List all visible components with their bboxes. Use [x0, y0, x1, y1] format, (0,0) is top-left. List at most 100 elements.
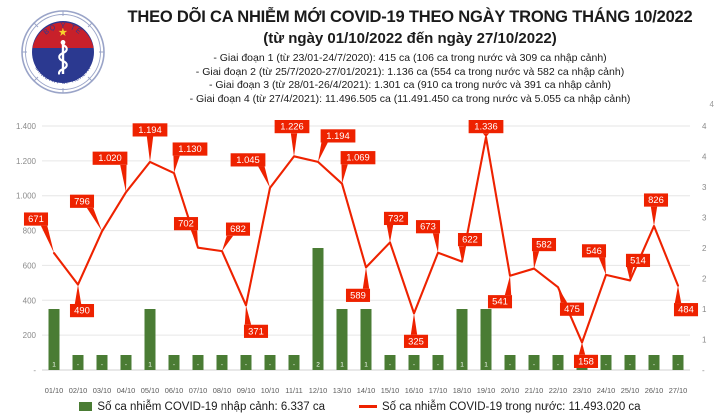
line-value-label: 514: [630, 254, 646, 265]
line-path: [52, 136, 680, 344]
y-axis-left-tick-label: 200: [23, 331, 37, 340]
bar: [552, 355, 564, 370]
data-label-box: [274, 120, 310, 134]
bar: [96, 355, 108, 370]
bar-value-label: -: [437, 362, 439, 369]
data-label-box: [225, 222, 251, 236]
bar: [192, 355, 204, 370]
data-label-pointer: [318, 142, 328, 162]
y-axis-left-tick-label: 800: [23, 227, 37, 236]
bar-value-label: -: [293, 362, 295, 369]
x-axis-tick-label: 22/10: [548, 386, 568, 395]
bar-value-label: -: [269, 362, 271, 369]
line-value-label: 490: [74, 305, 90, 316]
data-label-box: [243, 324, 269, 338]
data-label-pointer: [290, 133, 298, 157]
data-label-box: [132, 123, 168, 137]
line-value-label: 732: [388, 212, 404, 223]
line-value-label: 484: [678, 304, 694, 315]
x-axis-tick-label: 05/10: [140, 386, 160, 395]
data-label-pointer: [650, 206, 658, 227]
line-value-label: 1.226: [280, 121, 303, 132]
data-label-pointer: [532, 251, 540, 269]
line-value-label: 796: [74, 195, 90, 206]
bar-value-label: -: [653, 362, 655, 369]
x-axis-tick-label: 19/10: [476, 386, 496, 395]
bar: [336, 309, 348, 370]
bar-value-label: 1: [340, 362, 344, 369]
phase-line: - Giai đoạn 2 (từ 25/7/2020-27/01/2021):…: [195, 65, 625, 78]
bar-value-label: -: [533, 362, 535, 369]
x-axis-labels: 01/10 02/10 03/10 04/10 05/10 06/10 07/10 08/10…: [0, 386, 720, 398]
data-label-box: [230, 153, 266, 167]
x-axis-tick-label: 07/10: [188, 386, 208, 395]
bar: [480, 309, 492, 370]
bar-value-label: -: [677, 362, 679, 369]
x-axis-tick-label: 13/10: [332, 386, 352, 395]
x-axis-tick-label: 17/10: [428, 386, 448, 395]
data-label-box: [172, 142, 208, 156]
data-label-box: [573, 354, 599, 368]
line-value-label: 1.045: [236, 154, 259, 165]
data-label-pointer: [74, 284, 82, 304]
line-value-label: 582: [536, 239, 552, 250]
data-label-box: [457, 232, 483, 247]
bar-value-label: 1: [364, 362, 368, 369]
x-axis-tick-label: 18/10: [452, 386, 472, 395]
legend-label-domestic: Số ca nhiễm COVID-19 trong nước: 11.493.…: [382, 400, 641, 413]
y-axis-left-tick-label: 1.200: [16, 157, 37, 166]
bar-value-label: -: [245, 362, 247, 369]
x-axis-tick-label: 25/10: [620, 386, 640, 395]
bar-value-label: -: [557, 362, 559, 369]
y-axis-right-tick-label: 4: [702, 122, 707, 131]
x-axis-tick-label: 02/10: [68, 386, 88, 395]
x-axis-tick-label: 10/10: [260, 386, 280, 395]
bar: [384, 355, 396, 370]
data-label-box: [23, 212, 49, 226]
x-axis-tick-label: 27/10: [668, 386, 688, 395]
line-value-label: 1.194: [138, 124, 161, 135]
x-axis-tick-label: 23/10: [572, 386, 592, 395]
data-label-pointer: [40, 225, 54, 254]
bar-value-label: -: [77, 362, 79, 369]
phase-line: - Giai đoạn 3 (từ 28/01-26/4/2021): 1.30…: [208, 79, 612, 92]
line-value-label: 1.194: [326, 130, 349, 141]
data-label-pointer: [458, 246, 466, 262]
data-label-box: [415, 220, 441, 234]
line-value-label: 1.336: [474, 121, 497, 132]
bar: [504, 355, 516, 370]
data-label-pointer: [598, 257, 606, 275]
line-value-label: 826: [648, 194, 664, 205]
data-label-pointer: [578, 342, 586, 355]
page-number: 4: [709, 100, 714, 109]
y-axis-left-ticks: - 200 400 600 800 1.000 1.200 1.400: [16, 122, 37, 375]
data-label-box: [625, 253, 651, 268]
bar-series: 1---1------211---11--------: [48, 248, 684, 370]
data-label-box: [92, 151, 128, 165]
data-label-box: [403, 334, 429, 348]
y-axis-right-tick-label: 4: [702, 153, 707, 162]
y-axis-left-tick-label: 1.400: [16, 122, 37, 131]
line-value-label: 702: [178, 218, 194, 229]
y-axis-left-tick-label: 400: [23, 296, 37, 305]
phase-line: - Giai đoạn 4 (từ 27/4/2021): 11.496.505…: [189, 92, 631, 105]
y-axis-right-tick-label: 1: [702, 305, 707, 314]
data-label-box: [69, 304, 95, 318]
x-axis-tick-label: 15/10: [380, 386, 400, 395]
bar: [408, 355, 420, 370]
line-value-label: 371: [248, 325, 264, 336]
x-axis-tick-label: 14/10: [356, 386, 376, 395]
phase-summary-list: - Giai đoạn 1 (từ 23/01-24/7/2020): 415 …: [110, 52, 710, 106]
x-axis-tick-label: 24/10: [596, 386, 616, 395]
x-axis-tick-label: 20/10: [500, 386, 520, 395]
legend-item-imported: Số ca nhiễm COVID-19 nhập cảnh: 6.337 ca: [79, 401, 325, 413]
y-axis-left-tick-label: 1.000: [16, 192, 37, 201]
line-value-label: 158: [578, 355, 594, 366]
data-label-pointer: [626, 267, 634, 281]
bar-value-label: 1: [52, 362, 56, 369]
data-label-box: [581, 244, 607, 258]
line-value-label: 325: [408, 335, 424, 346]
data-label-box: [487, 295, 513, 309]
bar-value-label: 1: [148, 362, 152, 369]
data-label-pointer: [244, 305, 252, 325]
